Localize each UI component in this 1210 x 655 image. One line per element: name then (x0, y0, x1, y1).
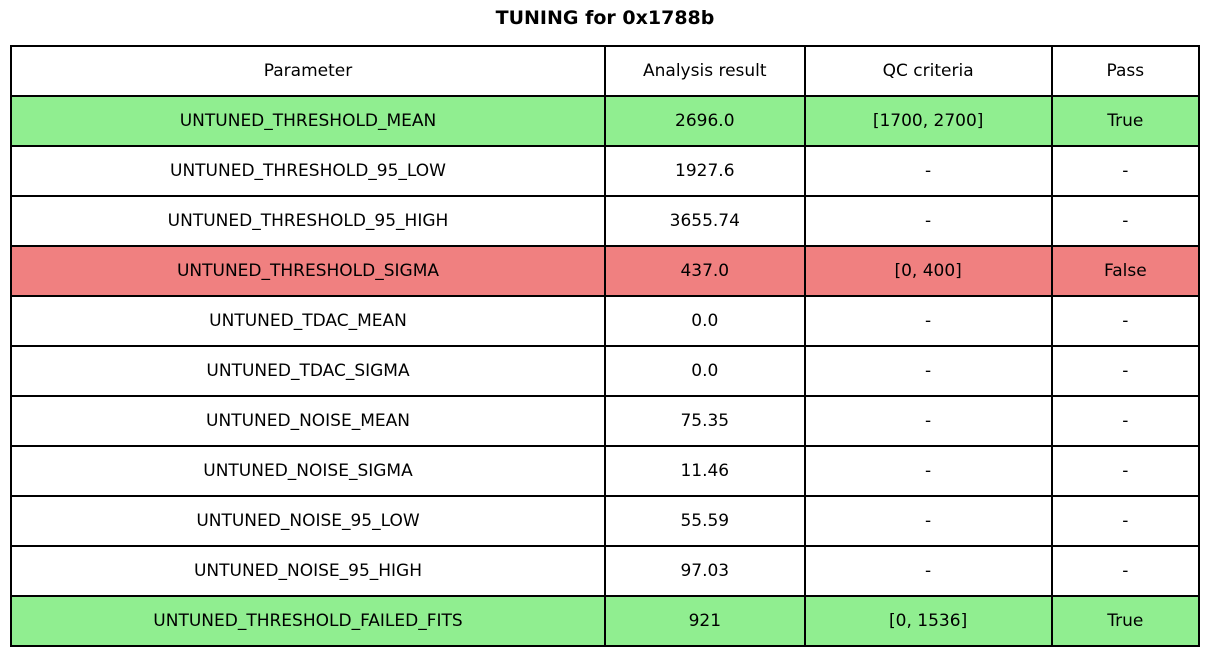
table-row: UNTUNED_THRESHOLD_MEAN 2696.0 [1700, 270… (10, 95, 1201, 147)
cell-pass: True (1050, 95, 1201, 147)
cell-parameter: UNTUNED_THRESHOLD_SIGMA (10, 245, 606, 297)
table-row: UNTUNED_NOISE_SIGMA 11.46 - - (10, 445, 1201, 497)
cell-qc-criteria: - (803, 345, 1053, 397)
cell-pass: - (1050, 195, 1201, 247)
cell-qc-criteria: - (803, 445, 1053, 497)
table-row: UNTUNED_NOISE_MEAN 75.35 - - (10, 395, 1201, 447)
table-row: UNTUNED_THRESHOLD_SIGMA 437.0 [0, 400] F… (10, 245, 1201, 297)
cell-qc-criteria: [0, 1536] (803, 595, 1053, 647)
cell-pass: False (1050, 245, 1201, 297)
cell-parameter: UNTUNED_NOISE_95_LOW (10, 495, 606, 547)
table-row: UNTUNED_NOISE_95_LOW 55.59 - - (10, 495, 1201, 547)
cell-analysis-result: 0.0 (604, 345, 806, 397)
cell-pass: - (1050, 145, 1201, 197)
cell-pass: True (1050, 595, 1201, 647)
cell-parameter: UNTUNED_THRESHOLD_FAILED_FITS (10, 595, 606, 647)
cell-analysis-result: 55.59 (604, 495, 806, 547)
table-row: UNTUNED_NOISE_95_HIGH 97.03 - - (10, 545, 1201, 597)
col-header-pass: Pass (1050, 45, 1201, 97)
cell-pass: - (1050, 445, 1201, 497)
cell-qc-criteria: [0, 400] (803, 245, 1053, 297)
cell-analysis-result: 97.03 (604, 545, 806, 597)
cell-analysis-result: 75.35 (604, 395, 806, 447)
table-row: UNTUNED_TDAC_SIGMA 0.0 - - (10, 345, 1201, 397)
cell-qc-criteria: - (803, 545, 1053, 597)
cell-pass: - (1050, 395, 1201, 447)
cell-qc-criteria: - (803, 145, 1053, 197)
cell-parameter: UNTUNED_NOISE_95_HIGH (10, 545, 606, 597)
cell-pass: - (1050, 295, 1201, 347)
cell-qc-criteria: [1700, 2700] (803, 95, 1053, 147)
cell-qc-criteria: - (803, 295, 1053, 347)
cell-parameter: UNTUNED_NOISE_MEAN (10, 395, 606, 447)
table-row: UNTUNED_THRESHOLD_95_HIGH 3655.74 - - (10, 195, 1201, 247)
cell-analysis-result: 921 (604, 595, 806, 647)
cell-parameter: UNTUNED_TDAC_SIGMA (10, 345, 606, 397)
page-title: TUNING for 0x1788b (495, 7, 715, 29)
col-header-parameter: Parameter (10, 45, 606, 97)
cell-qc-criteria: - (803, 395, 1053, 447)
cell-parameter: UNTUNED_NOISE_SIGMA (10, 445, 606, 497)
cell-analysis-result: 11.46 (604, 445, 806, 497)
cell-qc-criteria: - (803, 495, 1053, 547)
cell-analysis-result: 1927.6 (604, 145, 806, 197)
table-row: UNTUNED_THRESHOLD_FAILED_FITS 921 [0, 15… (10, 595, 1201, 647)
col-header-qc-criteria: QC criteria (803, 45, 1053, 97)
cell-analysis-result: 2696.0 (604, 95, 806, 147)
cell-parameter: UNTUNED_TDAC_MEAN (10, 295, 606, 347)
cell-analysis-result: 0.0 (604, 295, 806, 347)
cell-pass: - (1050, 345, 1201, 397)
cell-parameter: UNTUNED_THRESHOLD_95_LOW (10, 145, 606, 197)
col-header-analysis-result: Analysis result (604, 45, 806, 97)
header-row: Parameter Analysis result QC criteria Pa… (10, 45, 1201, 97)
table-row: UNTUNED_THRESHOLD_95_LOW 1927.6 - - (10, 145, 1201, 197)
cell-parameter: UNTUNED_THRESHOLD_95_HIGH (10, 195, 606, 247)
table-row: UNTUNED_TDAC_MEAN 0.0 - - (10, 295, 1201, 347)
cell-parameter: UNTUNED_THRESHOLD_MEAN (10, 95, 606, 147)
cell-pass: - (1050, 495, 1201, 547)
cell-analysis-result: 437.0 (604, 245, 806, 297)
cell-qc-criteria: - (803, 195, 1053, 247)
cell-pass: - (1050, 545, 1201, 597)
qc-table: Parameter Analysis result QC criteria Pa… (10, 45, 1201, 647)
cell-analysis-result: 3655.74 (604, 195, 806, 247)
